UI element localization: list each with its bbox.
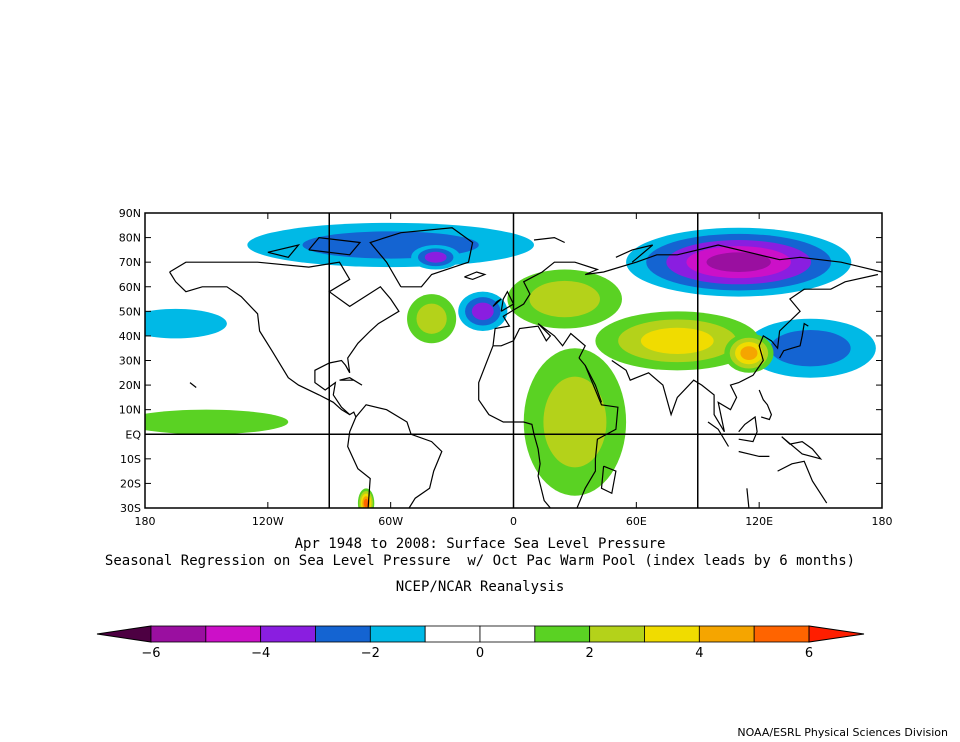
- colorbar-box: [205, 625, 262, 643]
- lon-label: 120W: [252, 515, 284, 528]
- anomaly-contour-7-3: [640, 327, 714, 354]
- colorbar-tick-label: −4: [251, 646, 270, 661]
- lat-label: 30S: [120, 502, 141, 515]
- lat-label: 30N: [119, 355, 141, 368]
- credit-label: NOAA/ESRL Physical Sciences Division: [737, 726, 948, 739]
- coastline-22: [339, 377, 363, 386]
- coastline-17: [758, 389, 773, 421]
- coastline-15: [738, 415, 758, 443]
- lon-label: 60W: [378, 515, 403, 528]
- lat-label: 80N: [119, 232, 141, 245]
- colorbar-tick-label: −6: [141, 646, 160, 661]
- colorbar-box: [753, 625, 810, 643]
- map-grid-lines: [145, 213, 882, 508]
- colorbar-box: [479, 625, 536, 643]
- coastline-16: [781, 436, 823, 460]
- colorbar: −6 −4 −2 0 2 4 6: [96, 625, 865, 661]
- coastline-3: [369, 227, 474, 288]
- coastline-10: [779, 322, 809, 359]
- lat-label: 70N: [119, 256, 141, 269]
- coastline-0: [169, 261, 400, 508]
- coastline-20: [464, 271, 487, 281]
- anomaly-contour-6-2: [529, 280, 600, 318]
- colorbar-tick-label: −2: [361, 646, 380, 661]
- colorbar-min-arrow: [96, 625, 152, 643]
- anomaly-contour-3-3: [471, 302, 494, 321]
- title-line-2: Seasonal Regression on Sea Level Pressur…: [104, 553, 856, 569]
- coastline-26: [615, 244, 654, 263]
- coastline-8: [584, 365, 603, 403]
- anomaly-contour-11-1: [145, 409, 289, 435]
- lat-label: 10S: [120, 453, 141, 466]
- coastline-21: [600, 465, 617, 495]
- anomaly-contour-0-5: [706, 252, 771, 272]
- lon-label: 180: [872, 515, 893, 528]
- lat-label: 60N: [119, 281, 141, 294]
- coastline-14: [707, 421, 730, 447]
- coastline-18: [500, 290, 515, 312]
- latitude-labels: 90N 80N 70N 60N 50N 40N 30N 20N 10N EQ 10S 20S 30S: [119, 207, 882, 515]
- colorbar-tick-label: 2: [586, 646, 594, 661]
- anomaly-contour-8-4: [740, 346, 758, 360]
- coastline-23: [189, 382, 197, 388]
- colorbar-box: [644, 625, 700, 643]
- colorbar-box: [369, 625, 426, 643]
- coastline-7: [576, 357, 619, 508]
- anomaly-contour-10-2: [416, 303, 447, 334]
- colorbar-tick-label: 6: [805, 646, 813, 661]
- lat-label: 20N: [119, 379, 141, 392]
- lon-label: 0: [510, 515, 517, 528]
- lat-label: 40N: [119, 330, 141, 343]
- title-line-1: Apr 1948 to 2008: Surface Sea Level Pres…: [294, 536, 666, 552]
- colorbar-box: [698, 625, 755, 643]
- anomaly-contour-4-2: [770, 330, 851, 367]
- colorbar-box: [424, 625, 481, 643]
- coastline-25: [267, 244, 301, 258]
- coastline-27: [533, 236, 565, 244]
- lat-label: 10N: [119, 404, 141, 417]
- coastline-13: [777, 460, 828, 504]
- colorbar-tick-label: 0: [476, 646, 484, 661]
- lat-label: EQ: [125, 428, 141, 441]
- lon-label: 120E: [745, 515, 773, 528]
- regression-map-figure: 90N 80N 70N 60N 50N 40N 30N 20N 10N EQ 10S 20S 30S 1…: [96, 207, 893, 661]
- coastline-2: [355, 404, 443, 508]
- colorbar-box: [589, 625, 645, 643]
- lat-label: 90N: [119, 207, 141, 220]
- anomaly-contour-12-5: [363, 498, 369, 508]
- dataset-label: NCEP/NCAR Reanalysis: [395, 579, 565, 595]
- anomaly-contour-9-2: [543, 376, 607, 468]
- coastline-12: [746, 488, 750, 508]
- lon-label: 60E: [626, 515, 647, 528]
- longitude-labels: 180 120W 60W 0 60E 120E 180: [135, 213, 893, 528]
- coastline-24: [308, 236, 362, 256]
- colorbar-box: [534, 625, 591, 643]
- colorbar-box: [315, 625, 371, 643]
- lat-label: 20S: [120, 477, 141, 490]
- lat-label: 50N: [119, 305, 141, 318]
- lon-label: 180: [135, 515, 156, 528]
- anomaly-contour-2-3: [424, 251, 447, 263]
- colorbar-box: [260, 625, 316, 643]
- colorbar-max-arrow: [808, 625, 865, 643]
- coastline-11: [738, 450, 770, 457]
- coastline-6: [478, 345, 551, 508]
- coastline-19: [492, 298, 502, 307]
- colorbar-box: [150, 625, 207, 643]
- colorbar-tick-label: 4: [695, 646, 703, 661]
- anomaly-contour-5-1: [145, 308, 227, 339]
- pressure-anomaly-field: [145, 222, 876, 508]
- coastline-9: [611, 273, 879, 433]
